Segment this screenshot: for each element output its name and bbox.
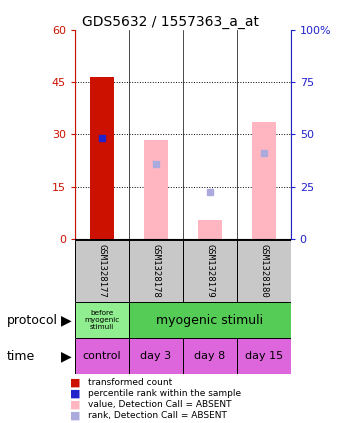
Text: day 8: day 8 <box>194 352 225 361</box>
Bar <box>129 338 183 374</box>
Text: GSM1328178: GSM1328178 <box>151 244 160 298</box>
Text: GSM1328179: GSM1328179 <box>205 244 214 298</box>
Text: GSM1328177: GSM1328177 <box>97 244 106 298</box>
Bar <box>129 240 183 302</box>
Text: percentile rank within the sample: percentile rank within the sample <box>88 389 241 398</box>
Text: ■: ■ <box>70 378 80 388</box>
Text: before
myogenic
stimuli: before myogenic stimuli <box>84 310 119 330</box>
Text: ▶: ▶ <box>61 349 72 363</box>
Bar <box>75 302 129 338</box>
Text: ■: ■ <box>70 411 80 421</box>
Bar <box>183 338 237 374</box>
Text: GSM1328180: GSM1328180 <box>259 244 268 298</box>
Bar <box>198 220 222 239</box>
Text: day 3: day 3 <box>140 352 171 361</box>
Bar <box>75 338 129 374</box>
Bar <box>237 240 291 302</box>
Text: ■: ■ <box>70 400 80 410</box>
Bar <box>90 77 114 239</box>
Text: day 15: day 15 <box>245 352 283 361</box>
Text: ▶: ▶ <box>61 313 72 327</box>
Bar <box>252 122 276 239</box>
Text: protocol: protocol <box>7 314 58 327</box>
Text: time: time <box>7 350 35 363</box>
Text: GDS5632 / 1557363_a_at: GDS5632 / 1557363_a_at <box>82 15 258 29</box>
Text: value, Detection Call = ABSENT: value, Detection Call = ABSENT <box>88 400 232 409</box>
Text: ■: ■ <box>70 389 80 399</box>
Bar <box>143 140 168 239</box>
Bar <box>129 302 291 338</box>
Text: control: control <box>83 352 121 361</box>
Text: myogenic stimuli: myogenic stimuli <box>156 314 263 327</box>
Text: rank, Detection Call = ABSENT: rank, Detection Call = ABSENT <box>88 411 227 420</box>
Text: transformed count: transformed count <box>88 378 173 387</box>
Bar <box>183 240 237 302</box>
Bar <box>75 240 129 302</box>
Bar <box>237 338 291 374</box>
